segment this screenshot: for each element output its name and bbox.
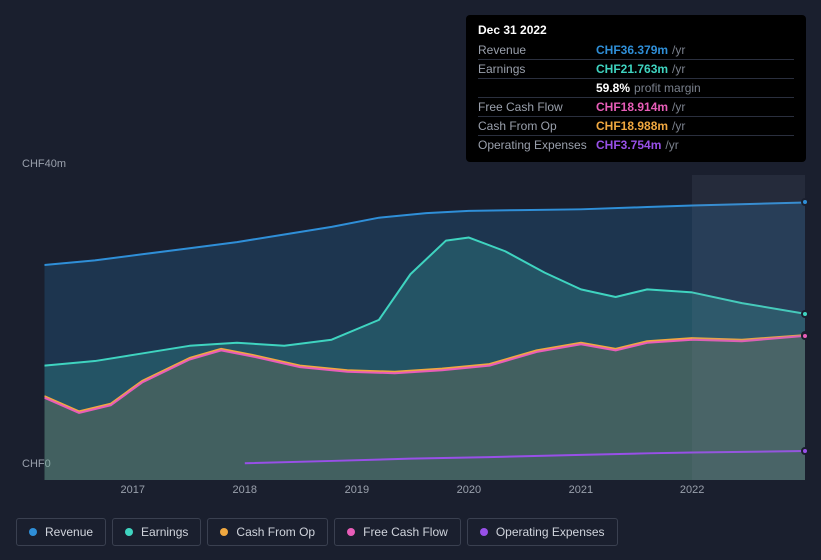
tooltip-sub-pct: 59.8% [596, 81, 630, 95]
chart-area[interactable] [16, 175, 805, 480]
tooltip-row-unit: /yr [672, 43, 685, 57]
tooltip-row: EarningsCHF21.763m/yr [478, 59, 794, 78]
series-end-dot [801, 447, 809, 455]
tooltip-row-value: CHF36.379m [596, 43, 668, 57]
tooltip-row: Operating ExpensesCHF3.754m/yr [478, 135, 794, 154]
legend-dot-icon [125, 528, 133, 536]
legend-label: Free Cash Flow [363, 525, 448, 539]
legend-label: Revenue [45, 525, 93, 539]
tooltip-row-unit: /yr [672, 100, 685, 114]
tooltip-sub-text: profit margin [634, 81, 701, 95]
legend-label: Operating Expenses [496, 525, 605, 539]
legend: Revenue Earnings Cash From Op Free Cash Flo… [16, 518, 618, 546]
tooltip-date: Dec 31 2022 [478, 23, 794, 37]
tooltip-subrow: 59.8% profit margin [478, 78, 794, 97]
tooltip-row-unit: /yr [672, 119, 685, 133]
tooltip-row: Free Cash FlowCHF18.914m/yr [478, 97, 794, 116]
tooltip-row-value: CHF18.914m [596, 100, 668, 114]
x-axis-tick-label: 2020 [457, 484, 481, 496]
tooltip-row-label: Earnings [478, 62, 596, 76]
tooltip-row-label: Operating Expenses [478, 138, 596, 152]
x-axis-tick-label: 2022 [680, 484, 704, 496]
legend-item[interactable]: Earnings [112, 518, 201, 546]
legend-dot-icon [347, 528, 355, 536]
x-axis-tick-label: 2017 [121, 484, 145, 496]
series-end-dot [801, 310, 809, 318]
legend-item[interactable]: Free Cash Flow [334, 518, 461, 546]
legend-label: Cash From Op [236, 525, 315, 539]
tooltip-row-unit: /yr [672, 62, 685, 76]
x-axis-tick-label: 2021 [569, 484, 593, 496]
tooltip-row: Cash From OpCHF18.988m/yr [478, 116, 794, 135]
tooltip-row-label: Free Cash Flow [478, 100, 596, 114]
legend-dot-icon [220, 528, 228, 536]
legend-dot-icon [480, 528, 488, 536]
tooltip-row-label: Cash From Op [478, 119, 596, 133]
tooltip-row-value: CHF3.754m [596, 138, 661, 152]
tooltip: Dec 31 2022 RevenueCHF36.379m/yrEarnings… [466, 15, 806, 162]
legend-item[interactable]: Cash From Op [207, 518, 328, 546]
legend-item[interactable]: Revenue [16, 518, 106, 546]
x-axis-tick-label: 2019 [345, 484, 369, 496]
chart-svg [16, 175, 805, 480]
tooltip-row-unit: /yr [665, 138, 678, 152]
forecast-highlight-band [692, 175, 805, 480]
tooltip-row-value: CHF21.763m [596, 62, 668, 76]
series-end-dot [801, 198, 809, 206]
legend-dot-icon [29, 528, 37, 536]
y-axis-max-label: CHF40m [22, 158, 66, 170]
x-axis-labels: 2017 2018 2019 2020 2021 2022 [16, 484, 805, 500]
x-axis-tick-label: 2018 [233, 484, 257, 496]
legend-item[interactable]: Operating Expenses [467, 518, 618, 546]
tooltip-row-label: Revenue [478, 43, 596, 57]
tooltip-row: RevenueCHF36.379m/yr [478, 41, 794, 59]
series-end-dot [801, 332, 809, 340]
tooltip-row-value: CHF18.988m [596, 119, 668, 133]
legend-label: Earnings [141, 525, 188, 539]
tooltip-rows: RevenueCHF36.379m/yrEarningsCHF21.763m/y… [478, 41, 794, 154]
